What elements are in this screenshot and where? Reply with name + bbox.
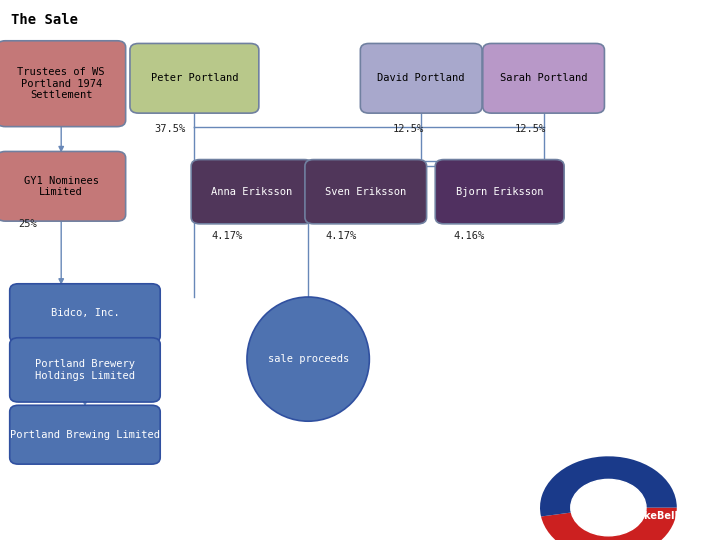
- Text: Portland Brewing Limited: Portland Brewing Limited: [10, 430, 160, 440]
- Text: Anna Eriksson: Anna Eriksson: [212, 187, 292, 197]
- Text: 4.17%: 4.17%: [212, 231, 243, 241]
- FancyBboxPatch shape: [130, 44, 259, 113]
- Text: 4.17%: 4.17%: [325, 231, 356, 241]
- Circle shape: [571, 480, 646, 536]
- Text: The Sale: The Sale: [11, 14, 78, 28]
- Text: 25%: 25%: [18, 219, 37, 229]
- Text: Trustees of WS
Portland 1974
Settlement: Trustees of WS Portland 1974 Settlement: [17, 67, 105, 100]
- Text: 12.5%: 12.5%: [515, 124, 546, 134]
- FancyBboxPatch shape: [305, 160, 426, 224]
- FancyBboxPatch shape: [9, 338, 160, 402]
- FancyBboxPatch shape: [360, 44, 482, 113]
- Text: 37.5%: 37.5%: [155, 124, 186, 134]
- Text: GY1 Nominees
Limited: GY1 Nominees Limited: [24, 176, 99, 197]
- Wedge shape: [541, 508, 677, 540]
- Text: WedlakeBell: WedlakeBell: [611, 511, 678, 521]
- Text: Sven Eriksson: Sven Eriksson: [325, 187, 406, 197]
- Text: 4.16%: 4.16%: [454, 231, 485, 241]
- FancyBboxPatch shape: [435, 160, 564, 224]
- Ellipse shape: [247, 297, 369, 421]
- FancyBboxPatch shape: [482, 44, 604, 113]
- Text: Bidco, Inc.: Bidco, Inc.: [50, 308, 120, 318]
- Text: Peter Portland: Peter Portland: [150, 73, 238, 83]
- Text: Sarah Portland: Sarah Portland: [500, 73, 588, 83]
- FancyBboxPatch shape: [9, 405, 160, 464]
- FancyBboxPatch shape: [0, 151, 125, 221]
- Text: David Portland: David Portland: [377, 73, 465, 83]
- Text: Portland Brewery
Holdings Limited: Portland Brewery Holdings Limited: [35, 359, 135, 381]
- Text: Bjorn Eriksson: Bjorn Eriksson: [456, 187, 544, 197]
- FancyBboxPatch shape: [0, 40, 125, 126]
- FancyBboxPatch shape: [191, 160, 312, 224]
- FancyBboxPatch shape: [9, 284, 160, 342]
- Text: 12.5%: 12.5%: [392, 124, 423, 134]
- Wedge shape: [540, 456, 677, 516]
- Text: sale proceeds: sale proceeds: [268, 354, 348, 364]
